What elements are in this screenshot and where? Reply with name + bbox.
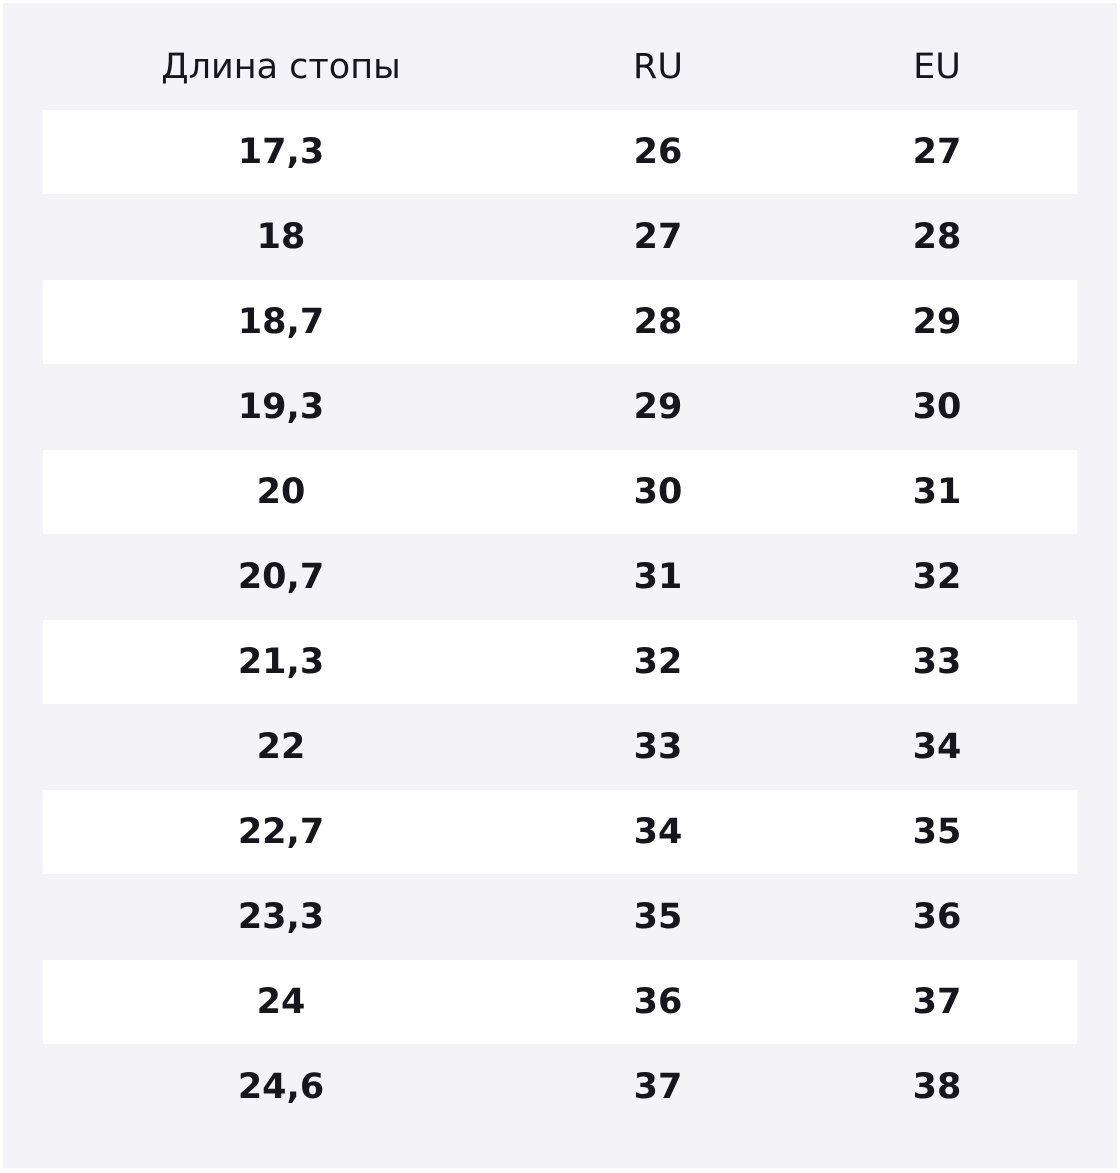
header-row: Длина стопы RU EU (43, 25, 1077, 109)
table-cell: 36 (912, 897, 962, 937)
table-cell: 38 (912, 1067, 962, 1107)
table-cell: 28 (912, 217, 962, 257)
table-row: 20 30 31 (43, 450, 1077, 534)
table-cell: 26 (633, 132, 683, 172)
table-cell: 32 (912, 557, 962, 597)
table-cell: 33 (912, 642, 962, 682)
table-cell: 29 (633, 387, 683, 427)
table-cell: 20,7 (237, 557, 325, 597)
table-cell: 23,3 (237, 897, 325, 937)
table-cell: EU (913, 47, 961, 87)
table-cell: 35 (912, 812, 962, 852)
table-row: 20,7 31 32 (43, 535, 1077, 619)
table-cell: 17,3 (237, 132, 325, 172)
table-cell: RU (633, 47, 683, 87)
table-cell: 18 (256, 217, 306, 257)
table-cell: 31 (633, 557, 683, 597)
table-cell: 31 (912, 472, 962, 512)
table-row: 24 36 37 (43, 960, 1077, 1044)
table-row: 18 27 28 (43, 195, 1077, 279)
table-cell: 33 (633, 727, 683, 767)
table-cell: 29 (912, 302, 962, 342)
table-cell: Длина стопы (161, 47, 401, 87)
table-cell: 21,3 (237, 642, 325, 682)
table-cell: 34 (912, 727, 962, 767)
table-cell: 35 (633, 897, 683, 937)
table-cell: 32 (633, 642, 683, 682)
table-cell: 24,6 (237, 1067, 325, 1107)
table-row: 18,7 28 29 (43, 280, 1077, 364)
table-cell: 37 (633, 1067, 683, 1107)
table-cell: 24 (256, 982, 306, 1022)
table-cell: 28 (633, 302, 683, 342)
table-cell: 19,3 (237, 387, 325, 427)
table-cell: 22,7 (237, 812, 325, 852)
table-cell: 27 (633, 217, 683, 257)
table-cell: 27 (912, 132, 962, 172)
table-row: 22 33 34 (43, 705, 1077, 789)
table-cell: 36 (633, 982, 683, 1022)
table-row: 17,3 26 27 (43, 110, 1077, 194)
size-table: Длина стопы RU EU 17,3 26 27 18 27 28 18,7 28 29 19,… (3, 3, 1117, 1168)
table-row: 22,7 34 35 (43, 790, 1077, 874)
table-cell: 18,7 (237, 302, 325, 342)
table-cell: 34 (633, 812, 683, 852)
table-cell: 30 (912, 387, 962, 427)
table-row: 19,3 29 30 (43, 365, 1077, 449)
table-cell: 22 (256, 727, 306, 767)
table-cell: 20 (256, 472, 306, 512)
table-row: 21,3 32 33 (43, 620, 1077, 704)
table-cell: 30 (633, 472, 683, 512)
table-row: 23,3 35 36 (43, 875, 1077, 959)
table-row: 24,6 37 38 (43, 1045, 1077, 1129)
table-cell: 37 (912, 982, 962, 1022)
